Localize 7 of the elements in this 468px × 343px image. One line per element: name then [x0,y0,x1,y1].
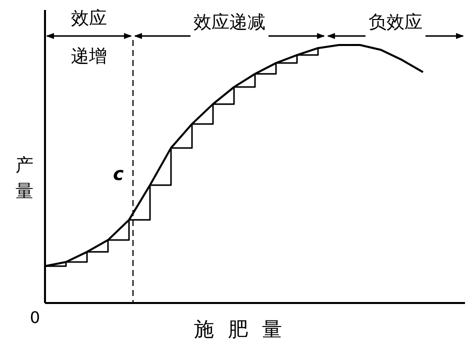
x-axis-title: 施肥量 [194,317,296,341]
text: 0 [30,308,40,327]
text: 负效应 [368,12,422,33]
y-axis-title: 产量 [14,140,34,199]
text: 效应递减 [194,12,266,33]
annotation: 效应递增 [71,8,107,67]
annotation: c [113,164,124,185]
